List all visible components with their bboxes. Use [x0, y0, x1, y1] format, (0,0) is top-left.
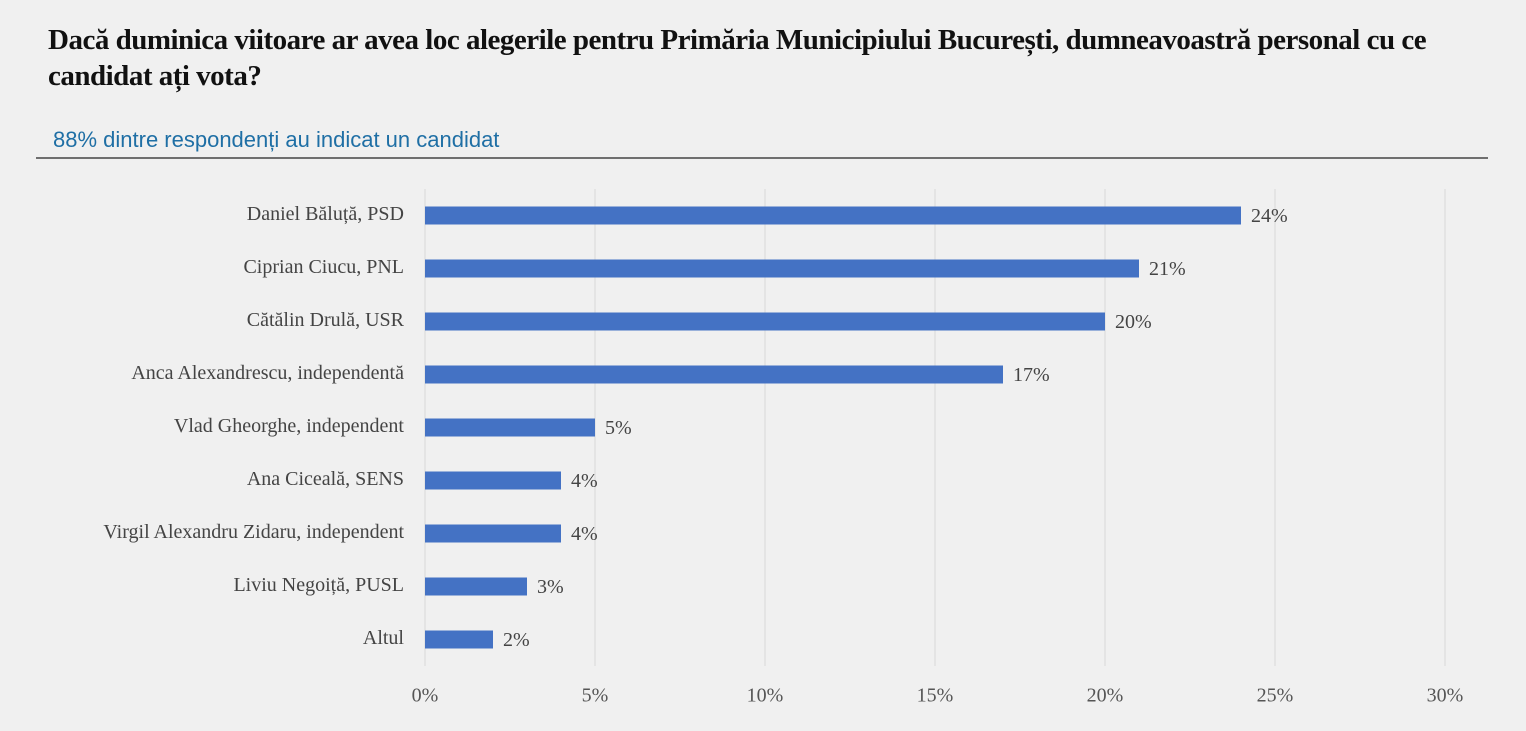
x-tick-label: 0% — [412, 685, 439, 707]
x-tick-label: 25% — [1257, 685, 1294, 707]
bar — [425, 418, 595, 437]
x-tick-label: 5% — [582, 685, 609, 707]
chart-title: Dacă duminica viitoare ar avea loc alege… — [48, 24, 1427, 92]
data-label: 4% — [571, 523, 598, 545]
bar — [425, 312, 1105, 331]
data-label: 21% — [1149, 258, 1186, 280]
data-label: 24% — [1251, 205, 1288, 227]
bar — [425, 259, 1139, 278]
data-label: 20% — [1115, 311, 1152, 333]
data-label: 17% — [1013, 364, 1050, 386]
bar — [425, 577, 527, 596]
data-label: 2% — [503, 629, 530, 651]
x-tick-label: 30% — [1427, 685, 1464, 707]
y-tick-label: Vlad Gheorghe, independent — [174, 415, 405, 437]
bar — [425, 206, 1241, 225]
y-tick-label: Daniel Băluță, PSD — [247, 203, 404, 225]
data-label: 3% — [537, 576, 564, 598]
y-tick-label: Cătălin Drulă, USR — [247, 309, 405, 331]
chart-subtitle: 88% dintre respondenți au indicat un can… — [53, 127, 499, 152]
x-tick-label: 15% — [917, 685, 954, 707]
bar — [425, 365, 1003, 384]
bar — [425, 630, 493, 649]
y-tick-label: Ciprian Ciucu, PNL — [243, 256, 404, 278]
data-label: 5% — [605, 417, 632, 439]
y-tick-label: Liviu Negoiță, PUSL — [233, 574, 404, 596]
y-tick-label: Ana Ciceală, SENS — [247, 468, 404, 490]
y-tick-label: Anca Alexandrescu, independentă — [131, 362, 404, 384]
data-label: 4% — [571, 470, 598, 492]
y-tick-label: Virgil Alexandru Zidaru, independent — [103, 521, 404, 543]
bar — [425, 524, 561, 543]
x-tick-label: 20% — [1087, 685, 1124, 707]
y-tick-label: Altul — [363, 627, 405, 649]
x-tick-label: 10% — [747, 685, 784, 707]
bar — [425, 471, 561, 490]
